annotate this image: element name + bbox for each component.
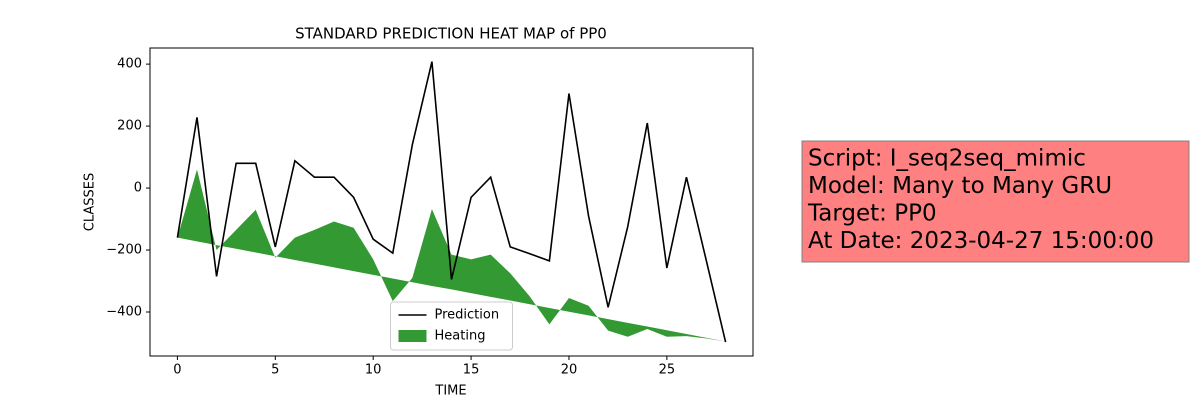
legend-label: Prediction: [435, 308, 500, 323]
x-axis-label: TIME: [434, 384, 466, 399]
annotation-line: Script: I_seq2seq_mimic: [808, 146, 1086, 172]
y-tick-label: −200: [106, 243, 142, 258]
annotation-box: [801, 140, 1190, 263]
legend-swatch: [398, 330, 427, 342]
y-tick-label: −400: [106, 305, 142, 320]
heating-area: [177, 169, 726, 342]
x-tick-label: 25: [659, 363, 676, 378]
annotation-line: Model: Many to Many GRU: [808, 173, 1112, 199]
x-tick-label: 20: [561, 363, 578, 378]
y-tick-label: 0: [134, 181, 142, 196]
x-tick-label: 10: [365, 363, 382, 378]
legend-label: Heating: [435, 329, 486, 344]
y-tick-label: 200: [117, 119, 142, 134]
plot-frame: [149, 47, 754, 357]
annotation-line: At Date: 2023-04-27 15:00:00: [808, 228, 1154, 254]
y-tick-label: 400: [117, 57, 142, 72]
x-tick-label: 0: [173, 363, 181, 378]
annotation-line: Target: PP0: [807, 201, 937, 227]
prediction-line: [176, 61, 727, 343]
chart-title: STANDARD PREDICTION HEAT MAP of PP0: [295, 25, 607, 43]
x-tick-label: 15: [463, 363, 480, 378]
y-axis-label: CLASSES: [83, 173, 98, 231]
x-tick-label: 5: [271, 363, 279, 378]
